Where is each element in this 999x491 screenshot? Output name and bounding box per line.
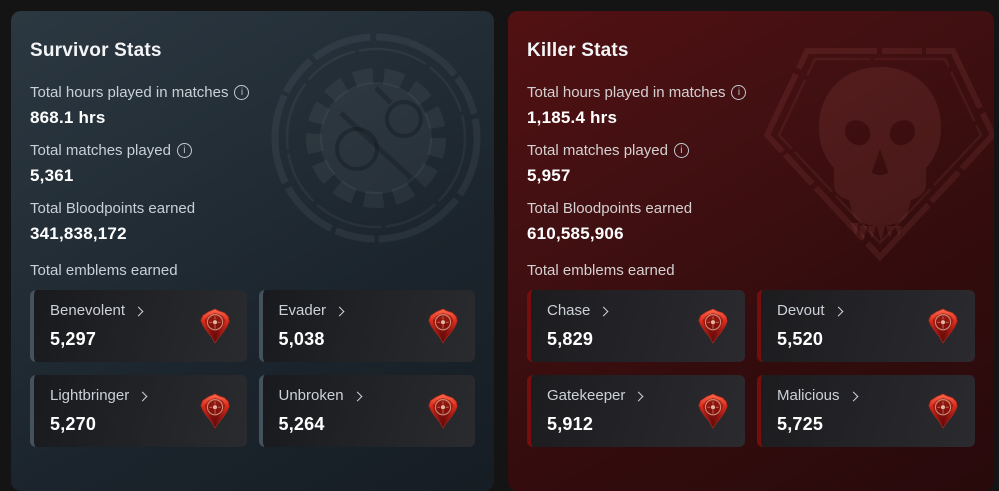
info-icon[interactable]: i — [176, 143, 192, 158]
emblem-card-unbroken[interactable]: Unbroken 5,264 — [258, 375, 475, 447]
stat-label: Total Bloodpoints earned — [30, 200, 196, 217]
emblem-card-lightbringer[interactable]: Lightbringer 5,270 — [30, 375, 247, 447]
info-icon[interactable]: i — [731, 85, 747, 100]
stat-value: 610,585,906 — [527, 224, 624, 243]
stat-label: Total hours played in matches — [30, 84, 229, 101]
emblem-value: 5,829 — [547, 329, 594, 349]
chevron-right-icon — [633, 391, 644, 401]
emblems-section-label: Total emblems earned — [527, 262, 675, 279]
stat-hours-played: Total hours played in matches i 1,185.4 … — [527, 84, 975, 128]
stat-matches-played: Total matches played i 5,957 — [527, 142, 975, 186]
stat-label: Total Bloodpoints earned — [527, 200, 693, 217]
emblem-name: Lightbringer — [50, 387, 130, 404]
stat-bloodpoints-earned: Total Bloodpoints earned 610,585,906 — [527, 200, 975, 244]
emblem-card-gatekeeper[interactable]: Gatekeeper 5,912 — [527, 375, 745, 447]
stat-value: 341,838,172 — [30, 224, 127, 243]
survivor-emblem-grid: Benevolent 5,297 Evader 5,038 — [30, 290, 475, 447]
stat-bloodpoints-earned: Total Bloodpoints earned 341,838,172 — [30, 200, 475, 244]
emblem-name: Malicious — [777, 387, 840, 404]
emblem-card-benevolent[interactable]: Benevolent 5,297 — [30, 290, 247, 362]
chevron-right-icon — [848, 391, 858, 401]
emblem-icon — [198, 392, 232, 430]
info-icon[interactable]: i — [234, 85, 250, 100]
chevron-right-icon — [133, 306, 144, 316]
emblems-section-label: Total emblems earned — [30, 262, 178, 279]
chevron-right-icon — [598, 306, 609, 316]
killer-stats-panel: Killer Stats Total hours played in match… — [508, 11, 994, 491]
emblem-icon — [198, 307, 232, 345]
chevron-right-icon — [352, 391, 362, 401]
stat-value: 868.1 hrs — [30, 108, 106, 127]
emblem-icon — [696, 307, 730, 345]
emblem-icon — [696, 392, 730, 430]
survivor-stats-panel: Survivor Stats Total hours played in mat… — [11, 11, 494, 491]
emblem-icon — [926, 392, 960, 430]
survivor-panel-title: Survivor Stats — [30, 40, 162, 61]
stat-value: 5,361 — [30, 166, 74, 185]
emblem-name: Benevolent — [50, 302, 126, 319]
emblem-icon — [926, 307, 960, 345]
emblem-icon — [426, 392, 460, 430]
emblem-value: 5,912 — [547, 414, 594, 434]
chevron-right-icon — [833, 306, 843, 316]
chevron-right-icon — [137, 391, 148, 401]
stat-value: 5,957 — [527, 166, 571, 185]
emblem-value: 5,264 — [278, 414, 325, 434]
stat-label: Total hours played in matches — [527, 84, 726, 101]
emblem-name: Evader — [278, 302, 327, 319]
emblem-value: 5,270 — [50, 414, 97, 434]
emblem-card-chase[interactable]: Chase 5,829 — [527, 290, 745, 362]
stat-label: Total matches played — [30, 142, 171, 159]
stat-label: Total matches played — [527, 142, 668, 159]
killer-panel-title: Killer Stats — [527, 40, 629, 61]
emblem-value: 5,725 — [777, 414, 824, 434]
info-icon[interactable]: i — [673, 143, 689, 158]
emblem-card-devout[interactable]: Devout 5,520 — [757, 290, 975, 362]
chevron-right-icon — [334, 306, 345, 316]
emblem-value: 5,297 — [50, 329, 97, 349]
stat-matches-played: Total matches played i 5,361 — [30, 142, 475, 186]
stat-hours-played: Total hours played in matches i 868.1 hr… — [30, 84, 475, 128]
emblem-icon — [426, 307, 460, 345]
killer-emblem-grid: Chase 5,829 Devout 5,520 — [527, 290, 975, 447]
emblem-name: Chase — [547, 302, 591, 319]
emblem-value: 5,038 — [278, 329, 325, 349]
emblem-name: Unbroken — [278, 387, 344, 404]
emblem-value: 5,520 — [777, 329, 824, 349]
emblem-card-evader[interactable]: Evader 5,038 — [258, 290, 475, 362]
emblem-name: Gatekeeper — [547, 387, 626, 404]
emblem-card-malicious[interactable]: Malicious 5,725 — [757, 375, 975, 447]
stat-value: 1,185.4 hrs — [527, 108, 618, 127]
emblem-name: Devout — [777, 302, 825, 319]
